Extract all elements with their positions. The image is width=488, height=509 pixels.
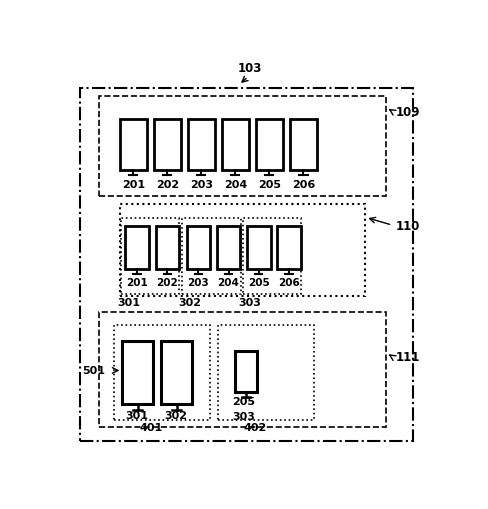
- Bar: [161, 342, 192, 404]
- Bar: [122, 342, 153, 404]
- Text: 201: 201: [122, 180, 145, 189]
- Text: 205: 205: [258, 180, 281, 189]
- Bar: [217, 227, 240, 270]
- Text: 202: 202: [156, 180, 179, 189]
- Text: 202: 202: [156, 277, 178, 288]
- Text: 110: 110: [396, 219, 420, 232]
- Bar: [188, 120, 215, 171]
- Bar: [218, 326, 314, 420]
- Text: 302: 302: [178, 297, 201, 307]
- Bar: [235, 351, 257, 392]
- Text: 402: 402: [243, 422, 266, 433]
- Bar: [290, 120, 317, 171]
- Text: 204: 204: [218, 277, 240, 288]
- Text: 201: 201: [126, 277, 148, 288]
- Bar: [182, 218, 241, 295]
- Bar: [120, 120, 147, 171]
- Bar: [114, 326, 210, 420]
- Text: 206: 206: [292, 180, 315, 189]
- Text: 111: 111: [396, 351, 420, 363]
- Text: 206: 206: [278, 277, 300, 288]
- Text: 203: 203: [190, 180, 213, 189]
- Bar: [99, 96, 386, 196]
- Bar: [186, 227, 210, 270]
- Bar: [120, 204, 366, 296]
- Text: 301: 301: [117, 297, 140, 307]
- Text: 204: 204: [224, 180, 247, 189]
- Bar: [99, 312, 386, 428]
- Bar: [243, 218, 301, 295]
- Bar: [222, 120, 249, 171]
- Bar: [247, 227, 270, 270]
- Bar: [154, 120, 181, 171]
- Text: 401: 401: [139, 422, 162, 433]
- Text: 109: 109: [396, 105, 420, 119]
- Text: 103: 103: [238, 62, 262, 75]
- Text: 301: 301: [125, 411, 148, 420]
- Text: 205: 205: [233, 396, 256, 406]
- Bar: [121, 218, 180, 295]
- Bar: [156, 227, 179, 270]
- Bar: [256, 120, 283, 171]
- Bar: [80, 89, 413, 441]
- Text: 303: 303: [239, 297, 262, 307]
- Text: 203: 203: [187, 277, 209, 288]
- Bar: [277, 227, 301, 270]
- Text: 302: 302: [164, 411, 187, 420]
- Text: 205: 205: [248, 277, 270, 288]
- Text: 303: 303: [233, 411, 256, 421]
- Text: 501: 501: [82, 365, 105, 376]
- Bar: [125, 227, 149, 270]
